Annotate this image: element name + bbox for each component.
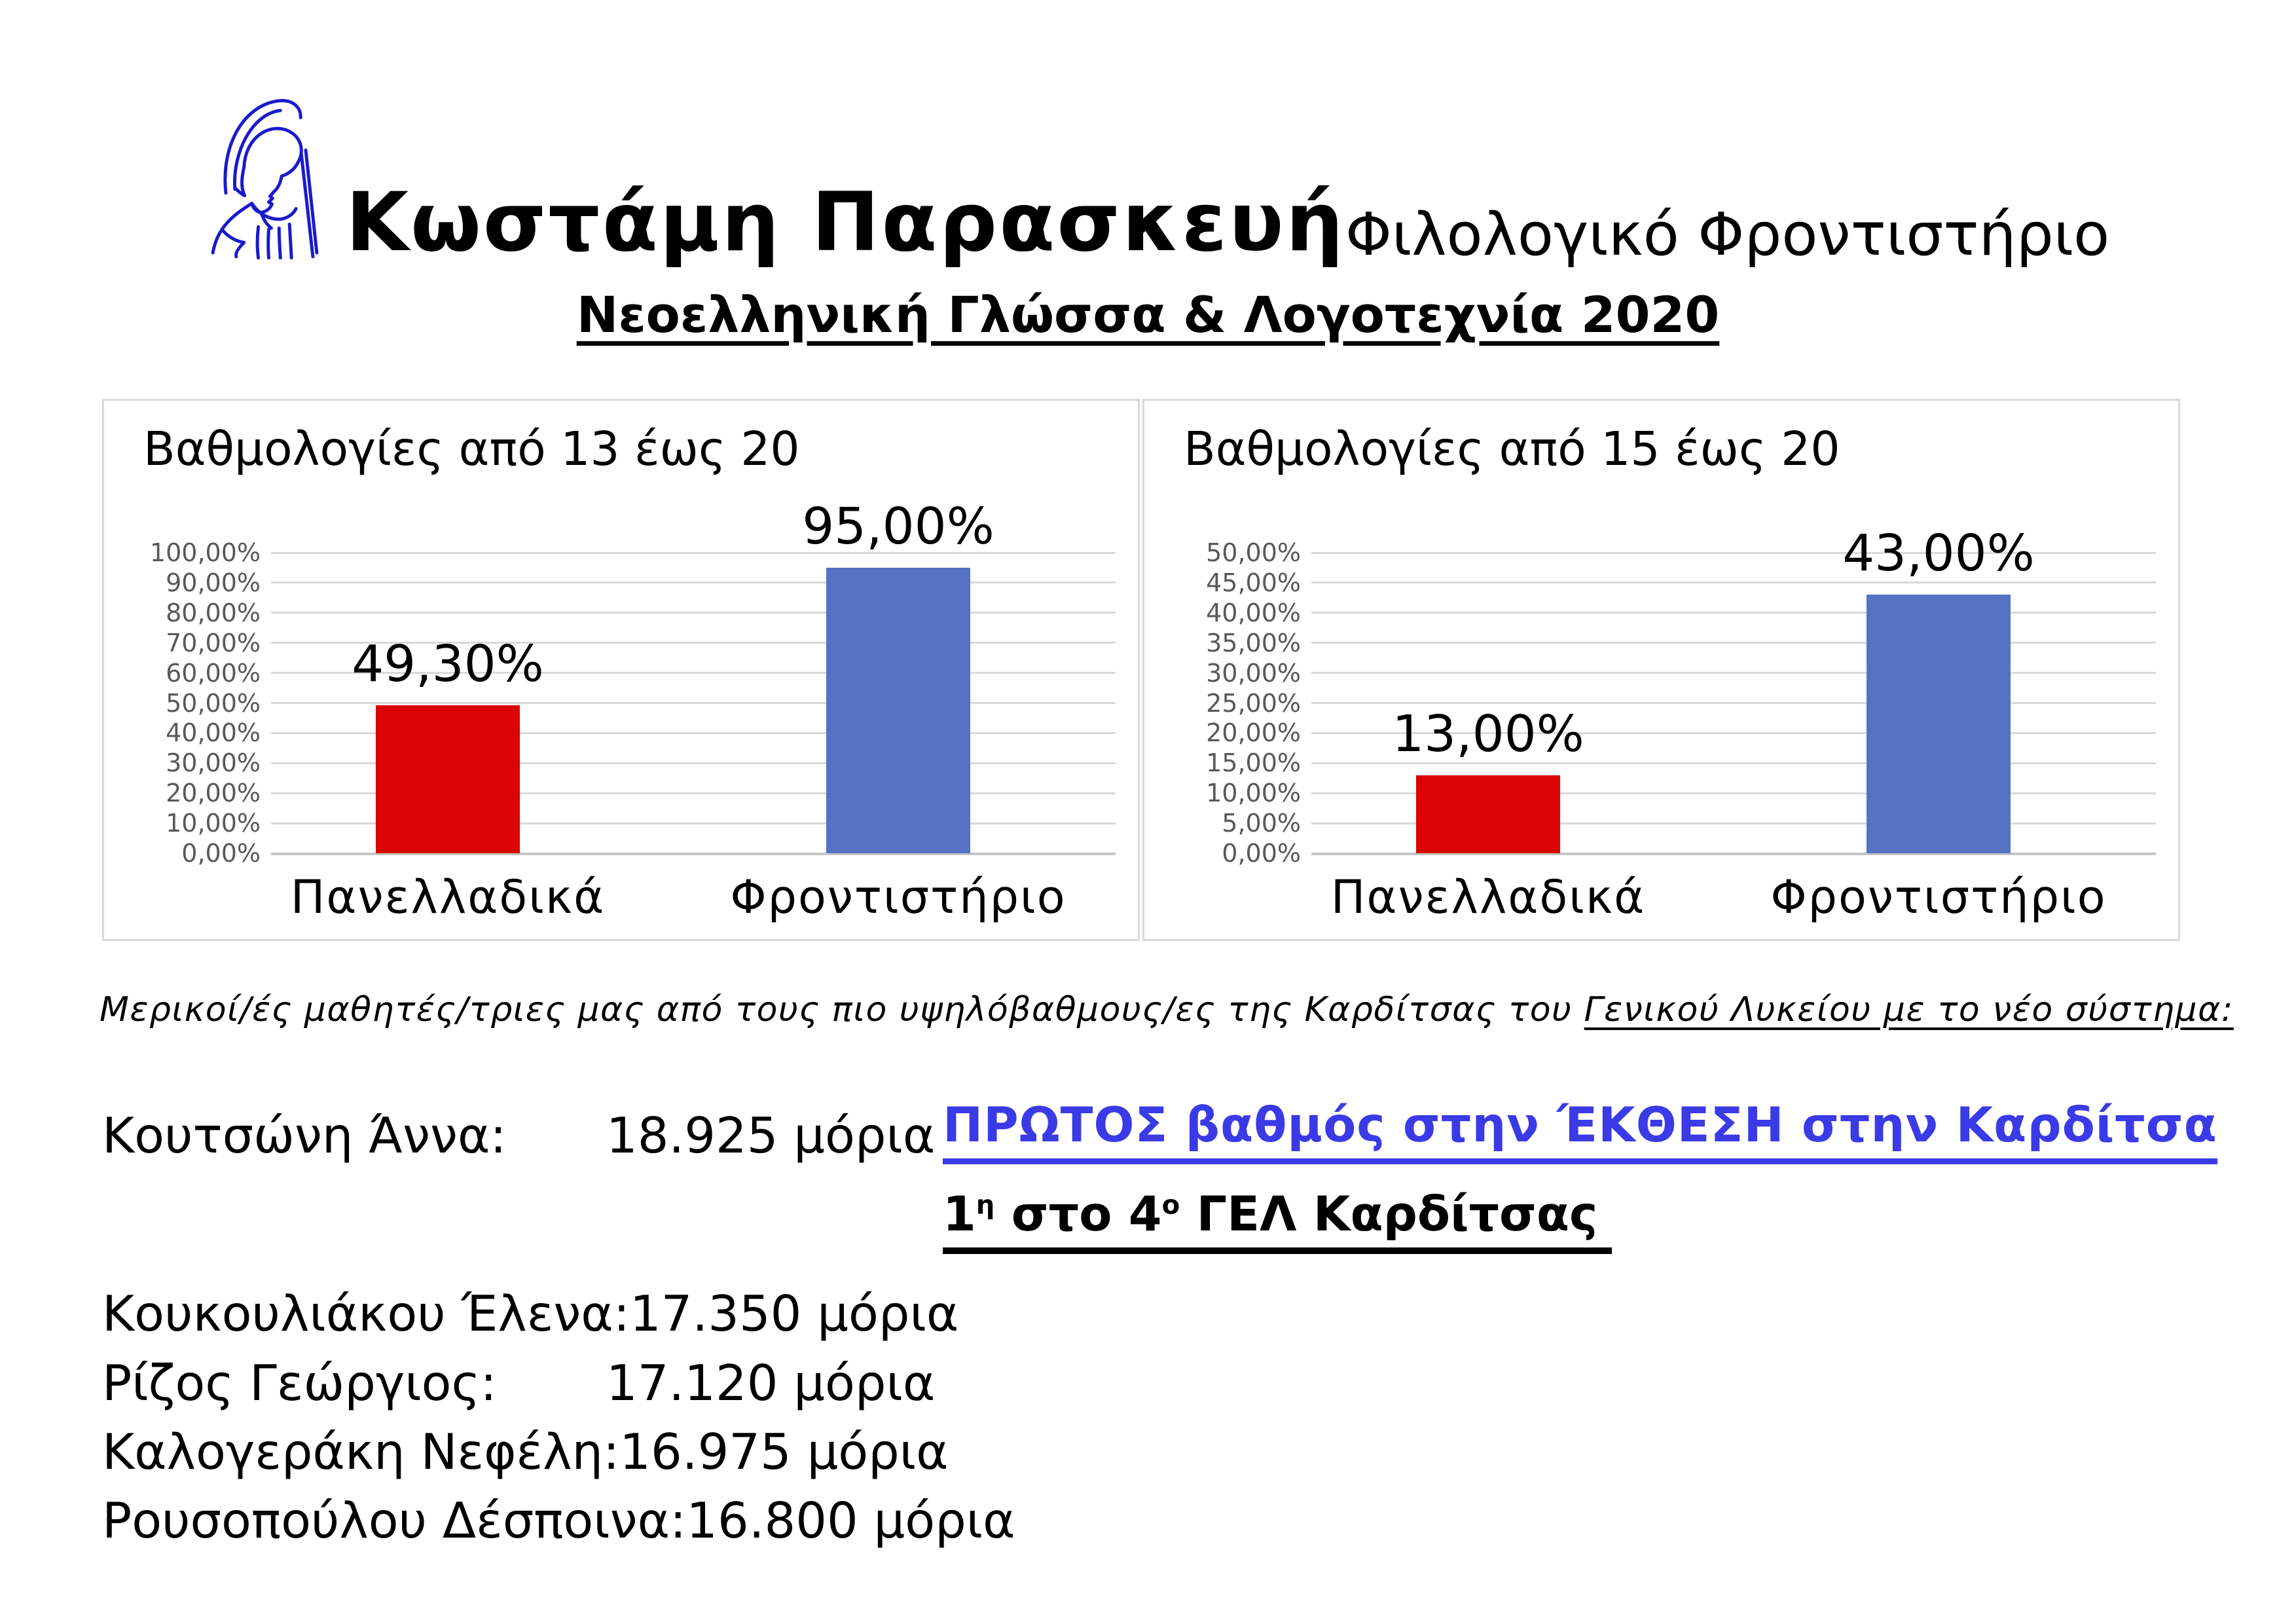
intro-underlined-text: Γενικού Λυκείου με το νέο σύστημα: [1584, 990, 2234, 1029]
y-gridline [1311, 551, 2156, 554]
category-label-panelladika: Πανελλαδικά [1330, 870, 1646, 924]
y-tick-label: 50,00% [1206, 538, 1301, 567]
student-score: 17.350 μόρια [629, 1285, 959, 1342]
y-tick-label: 40,00% [166, 718, 261, 748]
y-tick-label: 35,00% [1206, 628, 1301, 657]
y-tick-label: 15,00% [1206, 748, 1301, 778]
y-gridline [271, 731, 1116, 734]
y-gridline [271, 762, 1116, 764]
intro-line: Μερικοί/ές μαθητές/τριες μας από τους πι… [100, 990, 2253, 1029]
student-score: 16.975 μόρια [619, 1423, 949, 1481]
bar-frontistirio [1867, 595, 2011, 853]
student-name: Κουτσώνη Άννα: [102, 1107, 507, 1164]
y-tick-label: 30,00% [166, 748, 261, 778]
y-gridline [271, 852, 1116, 855]
y-gridline [1311, 822, 2156, 824]
course-title: Νεοελληνική Γλώσσα & Λογοτεχνία 2020 [576, 286, 1720, 344]
y-tick-label: 90,00% [166, 568, 261, 597]
y-tick-label: 40,00% [1206, 598, 1301, 627]
first-place-announcement: ΠΡΩΤΟΣ βαθμός στην ΈΚΘΕΣΗ στην Καρδίτσα [943, 1098, 2217, 1164]
bar-panelladika [376, 705, 520, 853]
y-tick-label: 60,00% [166, 658, 261, 688]
category-label-frontistirio: Φροντιστήριο [1770, 870, 2107, 924]
y-tick-label: 100,00% [149, 538, 261, 567]
y-gridline [271, 612, 1116, 614]
bar-panelladika [1416, 775, 1560, 853]
category-label-frontistirio: Φροντιστήριο [730, 870, 1066, 924]
student-row: Ρουσοπούλου Δέσποινα:16.800 μόρια [102, 1492, 1015, 1549]
y-gridline [271, 581, 1116, 584]
school-ordinal-suffix: ο [1161, 1190, 1180, 1221]
y-tick-label: 0,00% [1222, 839, 1301, 868]
category-label-panelladika: Πανελλαδικά [290, 870, 606, 924]
chart-grades-13-20: Βαθμολογίες από 13 έως 20 100,00% 90,00% 8… [102, 399, 1140, 941]
y-gridline [271, 792, 1116, 794]
bar-value-label: 95,00% [802, 497, 994, 556]
y-tick-label: 20,00% [166, 779, 261, 808]
y-tick-label: 50,00% [166, 688, 261, 718]
school-rank-line: 1η στο 4ο ΓΕΛ Καρδίτσας [943, 1187, 1613, 1254]
y-gridline [271, 822, 1116, 824]
school-name: ΓΕΛ Καρδίτσας [1180, 1187, 1598, 1242]
y-tick-label: 25,00% [1206, 688, 1301, 718]
y-tick-label: 70,00% [166, 628, 261, 657]
student-row: Κουτσώνη Άννα: 18.925 μόρια [102, 1107, 935, 1164]
student-score: 18.925 μόρια [606, 1107, 936, 1164]
bar-frontistirio [826, 567, 970, 853]
y-tick-label: 5,00% [1222, 809, 1301, 838]
y-gridline [271, 551, 1116, 554]
y-gridline [1311, 852, 2156, 855]
y-tick-label: 0,00% [181, 839, 261, 868]
rank-number: 1 [943, 1187, 976, 1242]
y-tick-label: 45,00% [1206, 568, 1301, 597]
student-score: 16.800 μόρια [686, 1492, 1015, 1549]
bar-value-label: 49,30% [352, 635, 544, 693]
rank-ordinal-suffix: η [975, 1190, 995, 1221]
bar-value-label: 13,00% [1392, 705, 1584, 764]
y-gridline [271, 642, 1116, 644]
chart-grades-15-20: Βαθμολογίες από 15 έως 20 50,00% 45,00% 40… [1142, 399, 2180, 941]
bar-value-label: 43,00% [1842, 525, 2035, 583]
school-type-label: Φιλολογικό Φροντιστήριο [1345, 200, 2110, 269]
y-tick-label: 80,00% [166, 598, 261, 627]
y-tick-label: 30,00% [1206, 658, 1301, 688]
y-gridline [1311, 762, 2156, 764]
y-tick-label: 20,00% [1206, 718, 1301, 748]
student-name: Ρουσοπούλου Δέσποινα: [102, 1492, 687, 1549]
athena-statue-logo-icon [211, 99, 319, 259]
y-gridline [1311, 731, 2156, 734]
y-tick-label: 10,00% [166, 809, 261, 838]
y-gridline [271, 672, 1116, 674]
y-gridline [271, 702, 1116, 704]
student-score: 17.120 μόρια [606, 1354, 936, 1412]
chart-plot-area: 50,00% 45,00% 40,00% 35,00% 30,00% 25,00% 20,0… [1206, 525, 2156, 924]
chart-title: Βαθμολογίες από 15 έως 20 [1184, 422, 1840, 476]
chart-title: Βαθμολογίες από 13 έως 20 [143, 422, 800, 476]
student-row: Κουκουλιάκου Έλενα:17.350 μόρια [102, 1285, 958, 1342]
y-gridline [1311, 702, 2156, 704]
student-name: Κουκουλιάκου Έλενα: [102, 1285, 630, 1342]
student-row: Ρίζος Γεώργιος: 17.120 μόρια [102, 1354, 935, 1412]
y-gridline [1311, 792, 2156, 794]
chart-plot-area: 100,00% 90,00% 80,00% 70,00% 60,00% 50,00% 40,… [150, 498, 1116, 924]
student-row: Καλογεράκη Νεφέλη:16.975 μόρια [102, 1423, 949, 1481]
page-title: Κωστάμη Παρασκευή [346, 175, 1346, 270]
y-tick-label: 10,00% [1206, 779, 1301, 808]
student-name: Ρίζος Γεώργιος: [102, 1354, 497, 1412]
y-gridline [1311, 612, 2156, 614]
y-gridline [1311, 581, 2156, 584]
rank-text: στο 4 [994, 1187, 1162, 1242]
y-gridline [1311, 672, 2156, 674]
y-gridline [1311, 642, 2156, 644]
student-name: Καλογεράκη Νεφέλη: [102, 1423, 620, 1481]
intro-plain-text: Μερικοί/ές μαθητές/τριες μας από τους πι… [100, 990, 1584, 1029]
